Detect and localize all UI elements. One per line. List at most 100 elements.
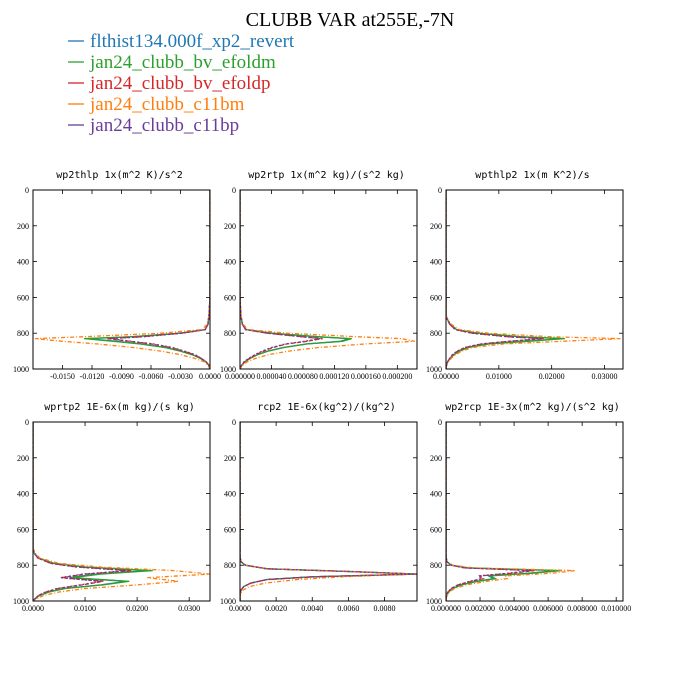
legend-label: jan24_clubb_bv_efoldm bbox=[89, 52, 276, 73]
y-tick-label: 0 bbox=[25, 186, 29, 195]
y-tick-label: 600 bbox=[17, 525, 29, 534]
x-tick-label: 0.0080 bbox=[373, 604, 395, 613]
x-tick-label: -0.0120 bbox=[80, 372, 105, 381]
x-tick-label: 0.0100 bbox=[74, 604, 96, 613]
y-tick-label: 600 bbox=[224, 525, 236, 534]
y-tick-label: 800 bbox=[224, 329, 236, 338]
plot-frame bbox=[32, 421, 211, 602]
x-tick-label: 0.006000 bbox=[533, 604, 563, 613]
x-tick-label: 0.000000 bbox=[431, 604, 461, 613]
series-line bbox=[446, 422, 532, 601]
panel-title: wp2rcp 1E-3x(m^2 kg)/(s^2 kg) bbox=[445, 402, 620, 413]
x-tick-label: 0.02000 bbox=[539, 372, 565, 381]
x-tick-label: 0.0000 bbox=[22, 604, 44, 613]
series-line bbox=[446, 422, 557, 601]
chart-panel: rcp2 1E-6x(kg^2)/(kg^2) 0 200 400 600 800 1000… bbox=[220, 402, 418, 613]
legend: flthist134.000f_xp2_revertjan24_clubb_bv… bbox=[68, 31, 295, 136]
x-tick-label: 0.01000 bbox=[486, 372, 512, 381]
y-tick-label: 800 bbox=[17, 329, 29, 338]
x-tick-label: -0.0060 bbox=[139, 372, 164, 381]
panel-title: wp2thlp 1x(m^2 K)/s^2 bbox=[56, 170, 182, 181]
y-tick-label: 0 bbox=[232, 418, 236, 427]
series-line bbox=[87, 190, 210, 369]
series-line bbox=[240, 190, 321, 369]
panel-title: wprtp2 1E-6x(m kg)/(s kg) bbox=[44, 402, 195, 413]
series-line bbox=[106, 190, 210, 369]
panel-title: wp2rtp 1x(m^2 kg)/(s^2 kg) bbox=[248, 170, 405, 181]
panel-grid: wp2thlp 1x(m^2 K)/s^2 0 200 400 600 800 1000 -0… bbox=[13, 170, 631, 613]
x-tick-label: 0.000160 bbox=[351, 372, 381, 381]
y-tick-label: 600 bbox=[430, 293, 442, 302]
y-tick-label: 600 bbox=[17, 293, 29, 302]
x-tick-label: 0.0040 bbox=[301, 604, 323, 613]
x-tick-label: 0.0300 bbox=[178, 604, 200, 613]
series-line bbox=[33, 422, 127, 601]
y-tick-label: 600 bbox=[224, 293, 236, 302]
x-tick-label: -0.0090 bbox=[109, 372, 134, 381]
series-line bbox=[446, 190, 542, 369]
y-tick-label: 600 bbox=[430, 525, 442, 534]
x-tick-label: 0.0200 bbox=[126, 604, 148, 613]
y-tick-label: 0 bbox=[25, 418, 29, 427]
legend-label: jan24_clubb_bv_efoldp bbox=[89, 73, 270, 94]
y-tick-label: 1000 bbox=[220, 597, 236, 606]
y-tick-label: 400 bbox=[430, 490, 442, 499]
panel-title: wpthlp2 1x(m K^2)/s bbox=[475, 170, 589, 181]
chart-panel: wpthlp2 1x(m K^2)/s 0 200 400 600 800 10000.00… bbox=[426, 170, 624, 381]
legend-entry: jan24_clubb_bv_efoldm bbox=[68, 52, 276, 73]
x-tick-label: -0.0030 bbox=[168, 372, 193, 381]
legend-entry: jan24_clubb_c11bm bbox=[68, 94, 245, 115]
legend-label: flthist134.000f_xp2_revert bbox=[90, 31, 295, 52]
y-tick-label: 400 bbox=[17, 490, 29, 499]
legend-label: jan24_clubb_c11bm bbox=[89, 94, 245, 115]
x-tick-label: 0.000000 bbox=[225, 372, 255, 381]
x-tick-label: 0.00000 bbox=[433, 372, 459, 381]
series-line bbox=[33, 422, 153, 601]
series-group bbox=[240, 190, 415, 369]
series-line bbox=[240, 190, 323, 369]
x-tick-label: 0.0020 bbox=[265, 604, 287, 613]
legend-label: jan24_clubb_c11bp bbox=[89, 115, 239, 136]
series-group bbox=[446, 422, 576, 601]
y-tick-label: 0 bbox=[438, 186, 442, 195]
x-tick-label: 0.010000 bbox=[601, 604, 631, 613]
y-tick-label: 200 bbox=[17, 454, 29, 463]
x-tick-label: 0.000200 bbox=[382, 372, 412, 381]
y-tick-label: 200 bbox=[430, 454, 442, 463]
series-line bbox=[33, 422, 210, 601]
x-tick-label: 0.0000 bbox=[229, 604, 251, 613]
series-group bbox=[446, 190, 621, 369]
series-group bbox=[34, 190, 210, 369]
y-tick-label: 1000 bbox=[13, 365, 29, 374]
y-tick-label: 400 bbox=[224, 490, 236, 499]
y-tick-label: 400 bbox=[430, 258, 442, 267]
legend-entry: flthist134.000f_xp2_revert bbox=[68, 31, 295, 52]
series-line bbox=[240, 422, 417, 601]
x-tick-label: 0.0060 bbox=[337, 604, 359, 613]
y-tick-label: 400 bbox=[224, 258, 236, 267]
x-tick-label: 0.000120 bbox=[319, 372, 349, 381]
series-group bbox=[240, 422, 417, 601]
y-tick-label: 800 bbox=[430, 329, 442, 338]
legend-entry: jan24_clubb_bv_efoldp bbox=[68, 73, 270, 94]
y-tick-label: 1000 bbox=[426, 365, 442, 374]
y-tick-label: 1000 bbox=[13, 597, 29, 606]
series-line bbox=[240, 190, 415, 369]
y-tick-label: 1000 bbox=[426, 597, 442, 606]
x-tick-label: 0.004000 bbox=[499, 604, 529, 613]
x-tick-label: 0.03000 bbox=[592, 372, 618, 381]
figure-title: CLUBB VAR at255E,-7N bbox=[246, 9, 455, 31]
series-line bbox=[84, 190, 210, 369]
series-line bbox=[240, 422, 416, 601]
x-tick-label: 0.002000 bbox=[465, 604, 495, 613]
y-tick-label: 200 bbox=[224, 454, 236, 463]
y-tick-label: 400 bbox=[17, 258, 29, 267]
x-tick-label: 0.000040 bbox=[256, 372, 286, 381]
series-line bbox=[446, 422, 535, 601]
series-line bbox=[446, 190, 621, 369]
chart-panel: wprtp2 1E-6x(m kg)/(s kg) 0 200 400 600 800 10… bbox=[13, 402, 211, 613]
x-tick-label: -0.0150 bbox=[50, 372, 75, 381]
plot-frame bbox=[445, 421, 624, 602]
chart-panel: wp2thlp 1x(m^2 K)/s^2 0 200 400 600 800 1000 -0… bbox=[13, 170, 221, 381]
